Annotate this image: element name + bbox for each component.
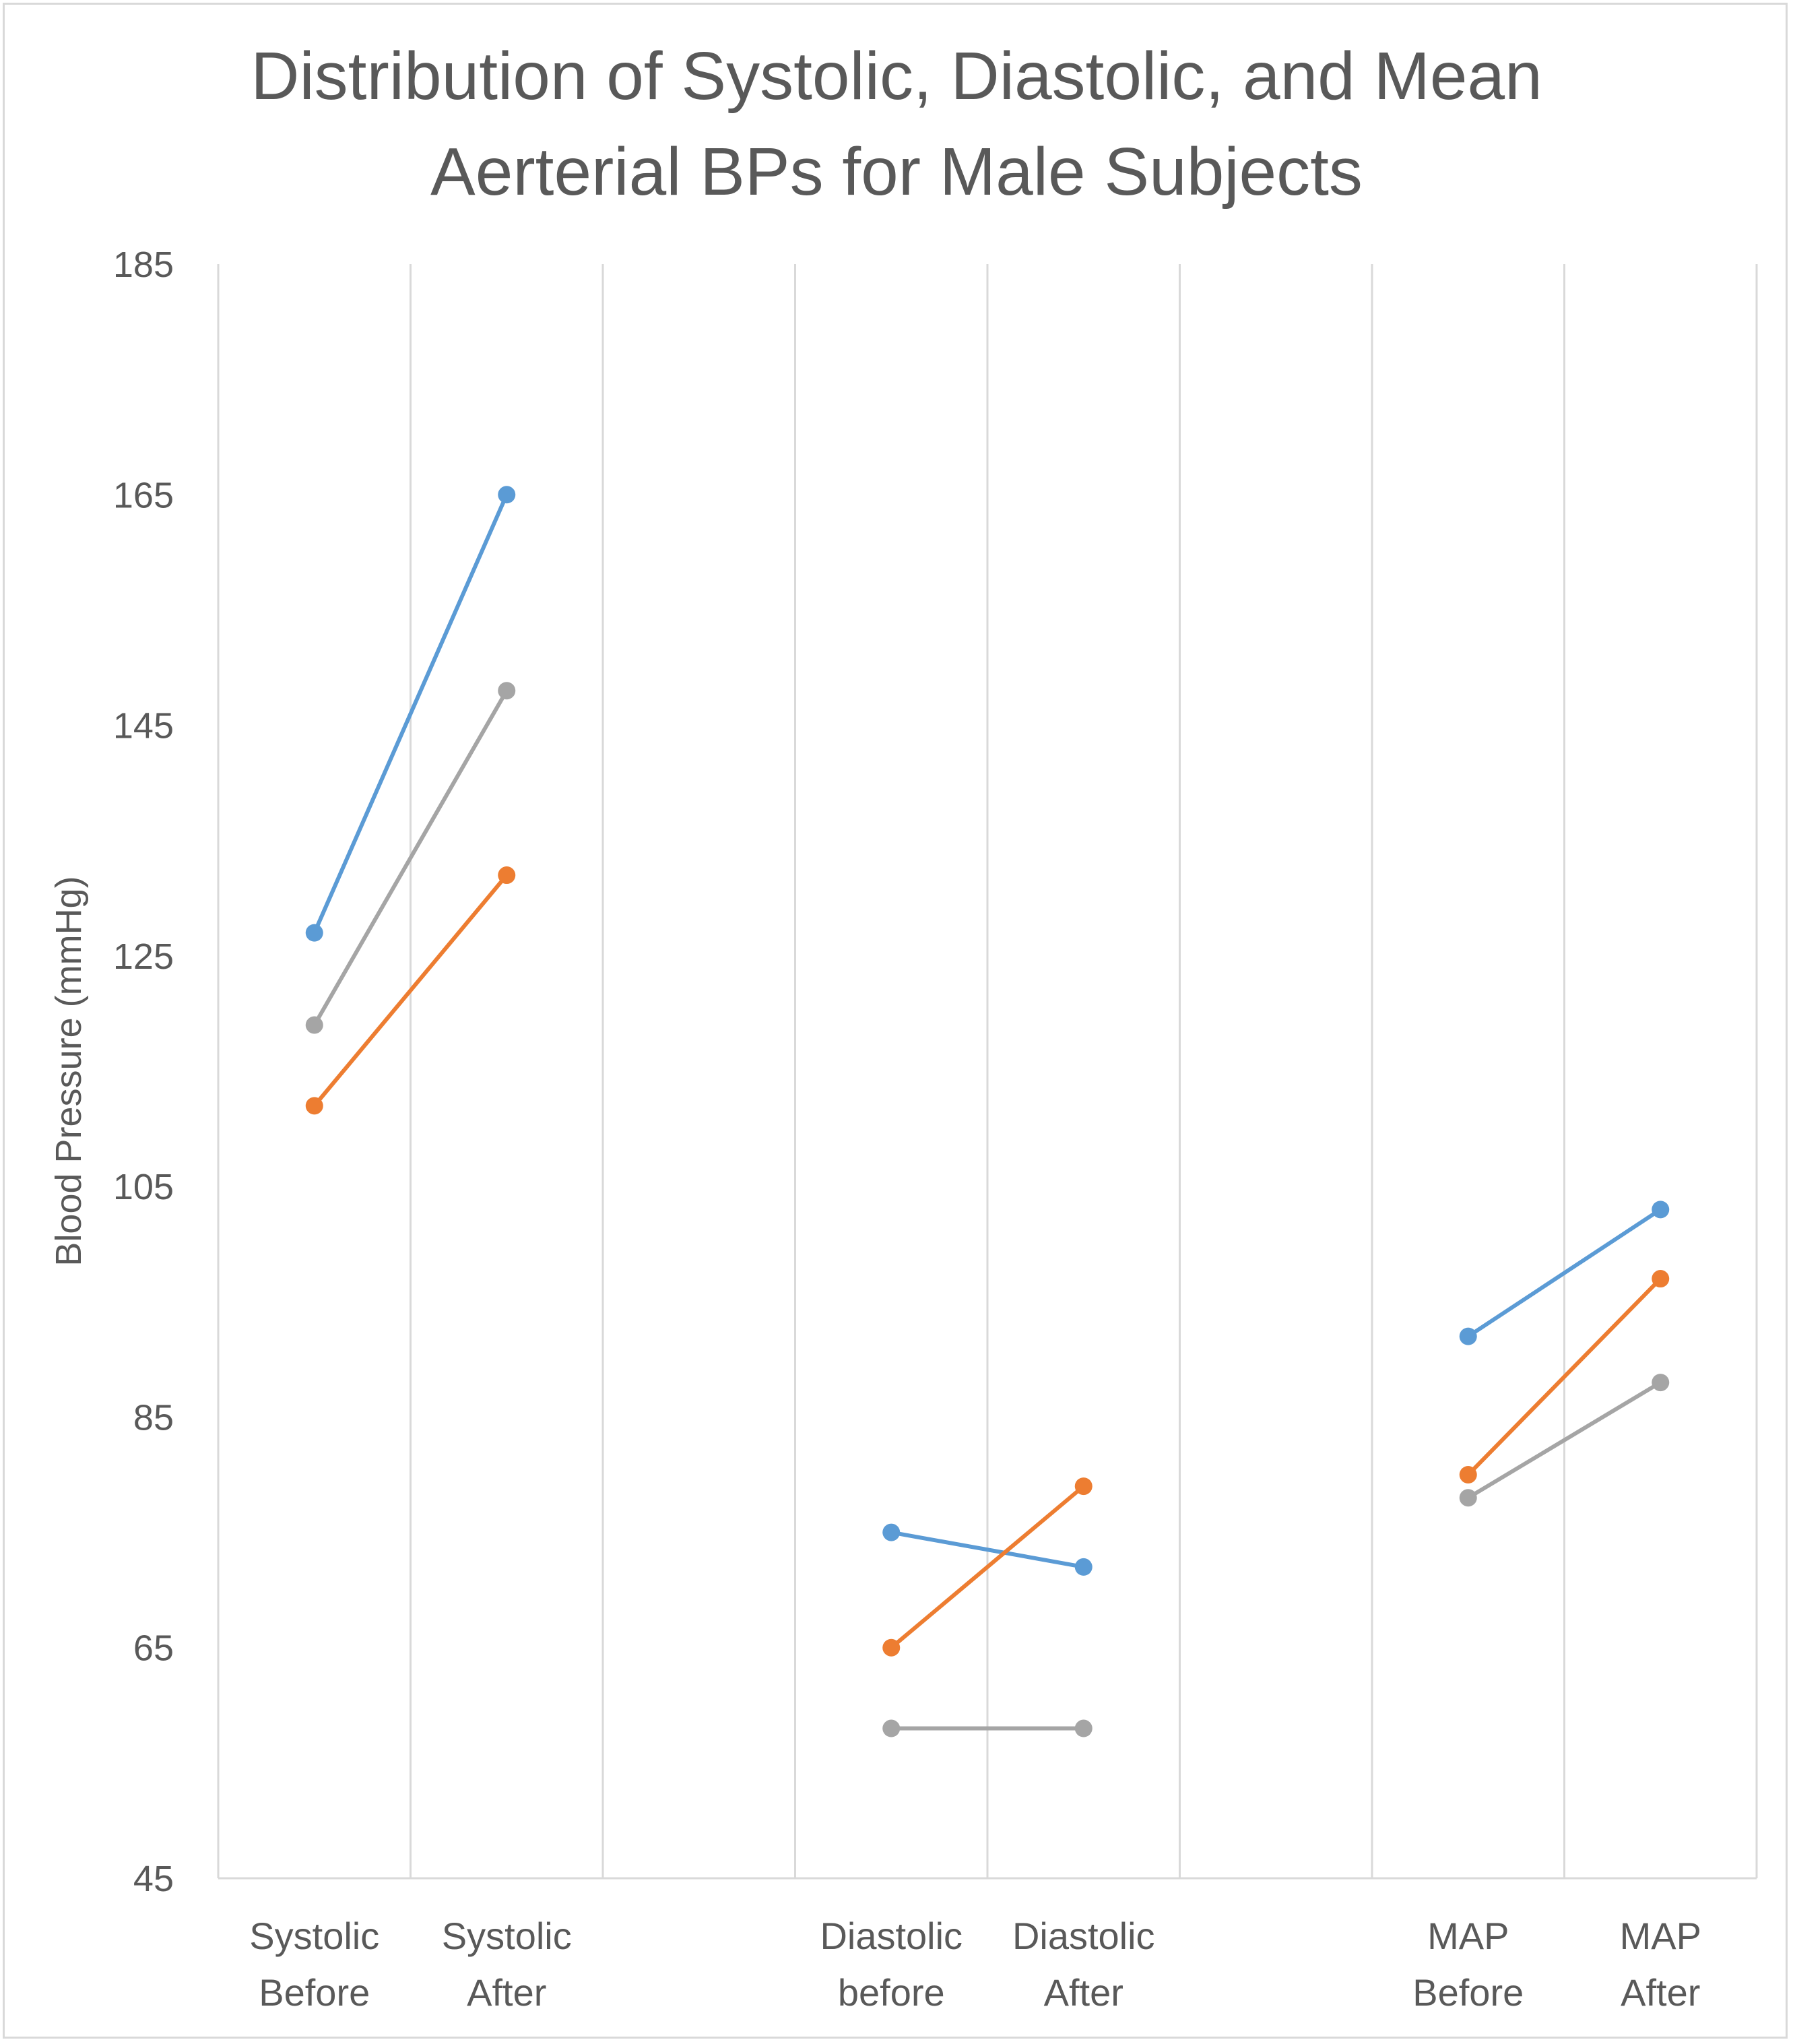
y-tick-label-125: 125: [113, 936, 174, 977]
series-1-point-1: [498, 866, 516, 885]
series-1-point-5: [1652, 1270, 1670, 1288]
series-2-point-2: [882, 1719, 901, 1737]
series-0-point-5: [1652, 1201, 1670, 1219]
series-1-point-4: [1459, 1466, 1477, 1483]
category-label-2-line-0: Diastolic: [820, 1915, 963, 1957]
series-2-point-1: [498, 682, 516, 700]
series-1-point-2: [882, 1638, 901, 1657]
series-2-point-5: [1652, 1374, 1670, 1392]
series-1-segment-0: [312, 873, 509, 1108]
series-2-point-4: [1459, 1489, 1477, 1507]
y-axis-ticks: 45 65 85 105 125 145 165 185: [113, 245, 174, 1899]
category-label-4-line-1: Before: [1412, 1971, 1524, 2014]
chart-frame: [3, 3, 1788, 2039]
x-axis-categories: Systolic Before Systolic After Diastolic befo…: [249, 1915, 1701, 2014]
y-tick-label-165: 165: [113, 475, 174, 515]
category-label-0-line-0: Systolic: [249, 1915, 379, 1957]
category-label-0-line-1: Before: [259, 1971, 370, 2014]
series-2-segment-0: [312, 689, 509, 1027]
series-1-segment-2: [1466, 1277, 1663, 1477]
chart-title-line-1: Distribution of Systolic, Diastolic, and…: [251, 38, 1542, 114]
series-0-segment-1: [889, 1530, 1086, 1569]
series-0-point-0: [305, 924, 323, 942]
category-label-5-line-0: MAP: [1620, 1915, 1701, 1957]
series-0-point-4: [1459, 1327, 1477, 1345]
category-label-3-line-0: Diastolic: [1012, 1915, 1155, 1957]
category-label-5-line-1: After: [1621, 1971, 1700, 2014]
series-1: [305, 866, 1670, 1657]
category-label-2-line-1: before: [838, 1971, 945, 2014]
y-tick-label-105: 105: [113, 1167, 174, 1207]
chart-title-line-2: Aerterial BPs for Male Subjects: [430, 134, 1363, 210]
y-tick-label-85: 85: [133, 1397, 174, 1438]
gridlines: [217, 264, 1758, 1880]
series-0-point-2: [882, 1523, 901, 1541]
series-0-segment-0: [312, 492, 509, 935]
series-group: [305, 486, 1670, 1737]
category-label-3-line-1: After: [1044, 1971, 1123, 2014]
series-0-segment-2: [1466, 1207, 1663, 1339]
y-axis-label: Blood Pressure (mmHg): [48, 876, 89, 1266]
category-label-1-line-0: Systolic: [442, 1915, 572, 1957]
series-1-point-0: [305, 1097, 323, 1115]
category-label-1-line-1: After: [467, 1971, 546, 2014]
series-1-segment-1: [889, 1484, 1086, 1650]
series-0: [305, 486, 1670, 1576]
series-0-point-1: [498, 486, 516, 504]
y-tick-label-65: 65: [133, 1628, 174, 1669]
series-2-segment-2: [1466, 1380, 1663, 1500]
series-2-point-3: [1074, 1719, 1093, 1737]
series-2-point-0: [305, 1016, 323, 1034]
series-1-point-3: [1074, 1477, 1093, 1496]
series-0-point-3: [1074, 1558, 1093, 1576]
y-tick-label-185: 185: [113, 245, 174, 285]
y-tick-label-145: 145: [113, 706, 174, 746]
series-2: [305, 682, 1670, 1737]
y-tick-label-45: 45: [133, 1859, 174, 1899]
category-label-4-line-0: MAP: [1427, 1915, 1509, 1957]
